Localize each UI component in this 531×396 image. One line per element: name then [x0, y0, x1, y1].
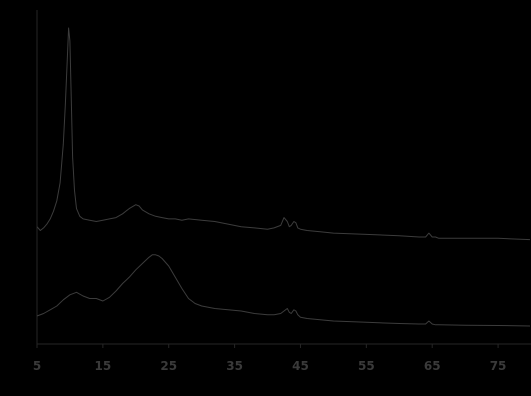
x-axis-ticks	[36, 344, 499, 348]
x-axis-tick-labels: 5 15 25 35 45 55 65 75	[33, 359, 507, 373]
x-tick-label: 15	[95, 359, 112, 373]
series-line-2	[36, 254, 531, 327]
x-tick-label: 45	[292, 359, 309, 373]
series-line-1	[36, 27, 531, 241]
x-tick-label: 75	[490, 359, 507, 373]
x-tick-label: 5	[33, 359, 41, 373]
series-group	[36, 27, 531, 327]
x-tick-label: 55	[358, 359, 375, 373]
x-tick-label: 25	[160, 359, 177, 373]
x-tick-label: 65	[424, 359, 441, 373]
x-tick-label: 35	[226, 359, 243, 373]
